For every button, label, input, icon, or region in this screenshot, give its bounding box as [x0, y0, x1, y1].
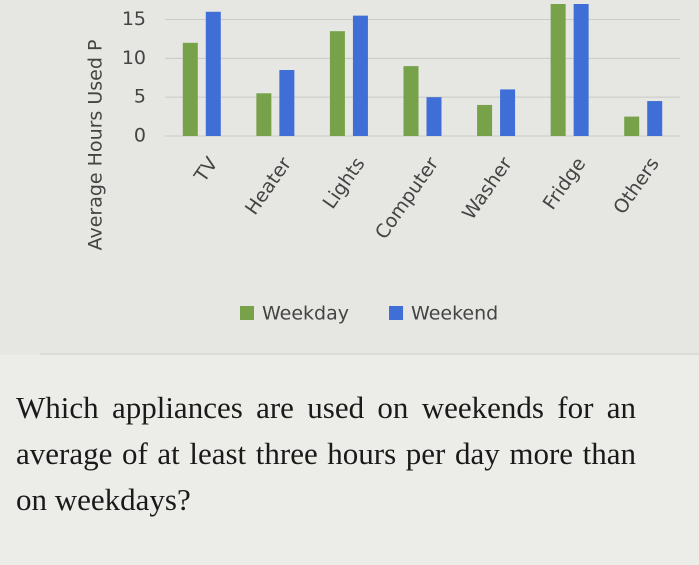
- bar: [500, 89, 516, 136]
- bar: [205, 11, 221, 136]
- bar: [256, 93, 272, 136]
- bar: [279, 70, 295, 136]
- legend-swatch: [389, 306, 404, 320]
- bar: [426, 97, 442, 136]
- y-tick-label: 0: [134, 125, 146, 147]
- legend-label: Weekday: [262, 303, 349, 325]
- y-tick-label: 5: [134, 86, 146, 108]
- legend-swatch: [240, 306, 254, 320]
- bar: [329, 31, 345, 137]
- bar: [352, 15, 368, 137]
- legend-label: Weekend: [411, 303, 498, 325]
- question: Which appliances are used on weekends fo…: [16, 390, 636, 517]
- bar: [573, 4, 589, 136]
- y-axis-label: Average Hours Used P: [85, 40, 107, 251]
- bar: [624, 116, 640, 136]
- y-tick-label: 10: [122, 47, 146, 69]
- bar: [647, 101, 663, 136]
- y-tick-label: 15: [122, 8, 146, 30]
- bar: [477, 104, 493, 136]
- bar: [550, 4, 566, 136]
- bar: [403, 66, 419, 136]
- bar: [182, 42, 198, 136]
